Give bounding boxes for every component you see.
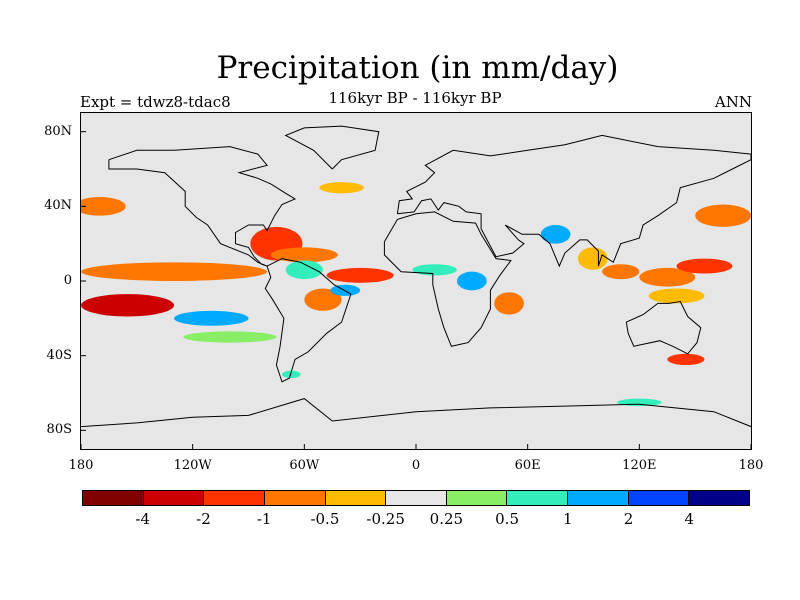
colorbar — [82, 490, 750, 506]
x-tick-label: 120W — [173, 458, 212, 473]
x-tick-label: 120E — [622, 458, 657, 473]
y-tick-label: 40S — [46, 347, 72, 363]
anomaly-region-15 — [577, 247, 608, 270]
anomaly-region-18 — [676, 258, 733, 274]
map-canvas — [81, 125, 751, 449]
colorbar-box — [446, 491, 508, 505]
season-label: ANN — [714, 93, 752, 111]
x-tick-label: 0 — [411, 458, 421, 473]
colorbar-box — [143, 491, 205, 505]
colorbar-box — [264, 491, 326, 505]
colorbar-label: 0.25 — [429, 510, 464, 528]
anomaly-region-17 — [639, 267, 696, 287]
x-tick-label: 60W — [289, 458, 320, 473]
colorbar-label: -2 — [196, 510, 211, 528]
coastline-africa — [383, 211, 512, 347]
anomaly-region-2 — [81, 197, 126, 216]
anomaly-region-21 — [667, 353, 705, 365]
colorbar-label: 2 — [623, 510, 634, 528]
x-tick-label: 180 — [68, 458, 94, 473]
coastline-eurasia — [396, 134, 751, 268]
coastline-antarctica — [81, 398, 751, 428]
colorbar-label: 0.5 — [495, 510, 519, 528]
anomaly-region-8 — [330, 284, 361, 296]
experiment-label: Expt = tdwz8-tdac8 — [80, 93, 231, 111]
colorbar-box — [507, 491, 569, 505]
y-tick-label: 80S — [46, 422, 72, 438]
anomaly-region-24 — [319, 182, 364, 194]
map-title: Precipitation (in mm/day) — [216, 50, 619, 86]
coastline-australia — [625, 300, 702, 355]
colorbar-label: 4 — [684, 510, 695, 528]
anomaly-region-11 — [412, 264, 457, 276]
colorbar-box — [689, 491, 750, 505]
anomaly-region-14 — [540, 225, 571, 244]
y-tick-label: 40N — [44, 198, 72, 214]
colorbar-label: -0.5 — [310, 510, 340, 528]
colorbar-box — [325, 491, 387, 505]
x-tick-label: 180 — [738, 458, 764, 473]
x-tick-label: 60E — [514, 458, 541, 473]
anomaly-region-16 — [602, 264, 640, 280]
coastline-greenland — [284, 125, 380, 170]
colorbar-label: 1 — [563, 510, 573, 528]
colorbar-box — [568, 491, 629, 505]
anomaly-region-19 — [695, 204, 751, 227]
map-plot-area — [80, 112, 752, 450]
anomaly-region-7 — [285, 260, 323, 280]
map-subtitle: 116kyr BP - 116kyr BP — [328, 89, 502, 107]
colorbar-label: -1 — [256, 510, 272, 528]
colorbar-label: -4 — [135, 510, 151, 528]
anomaly-region-0 — [81, 262, 268, 281]
coastline-south-america — [264, 258, 352, 383]
colorbar-label: -0.25 — [366, 510, 405, 528]
anomaly-region-23 — [282, 370, 301, 379]
anomaly-region-5 — [326, 267, 394, 283]
anomaly-region-13 — [494, 292, 524, 315]
anomaly-region-4 — [270, 247, 338, 263]
anomaly-region-6 — [304, 288, 342, 311]
y-tick-label: 0 — [63, 273, 72, 288]
colorbar-box — [83, 491, 144, 505]
anomaly-region-10 — [183, 331, 277, 343]
colorbar-box — [628, 491, 690, 505]
anomaly-region-1 — [81, 294, 175, 317]
anomaly-region-12 — [456, 271, 487, 291]
colorbar-box — [204, 491, 265, 505]
colorbar-box — [386, 491, 447, 505]
anomaly-region-9 — [174, 310, 249, 326]
anomaly-region-20 — [648, 288, 705, 304]
coastline-north-america — [108, 146, 297, 267]
y-tick-label: 80N — [44, 123, 72, 139]
